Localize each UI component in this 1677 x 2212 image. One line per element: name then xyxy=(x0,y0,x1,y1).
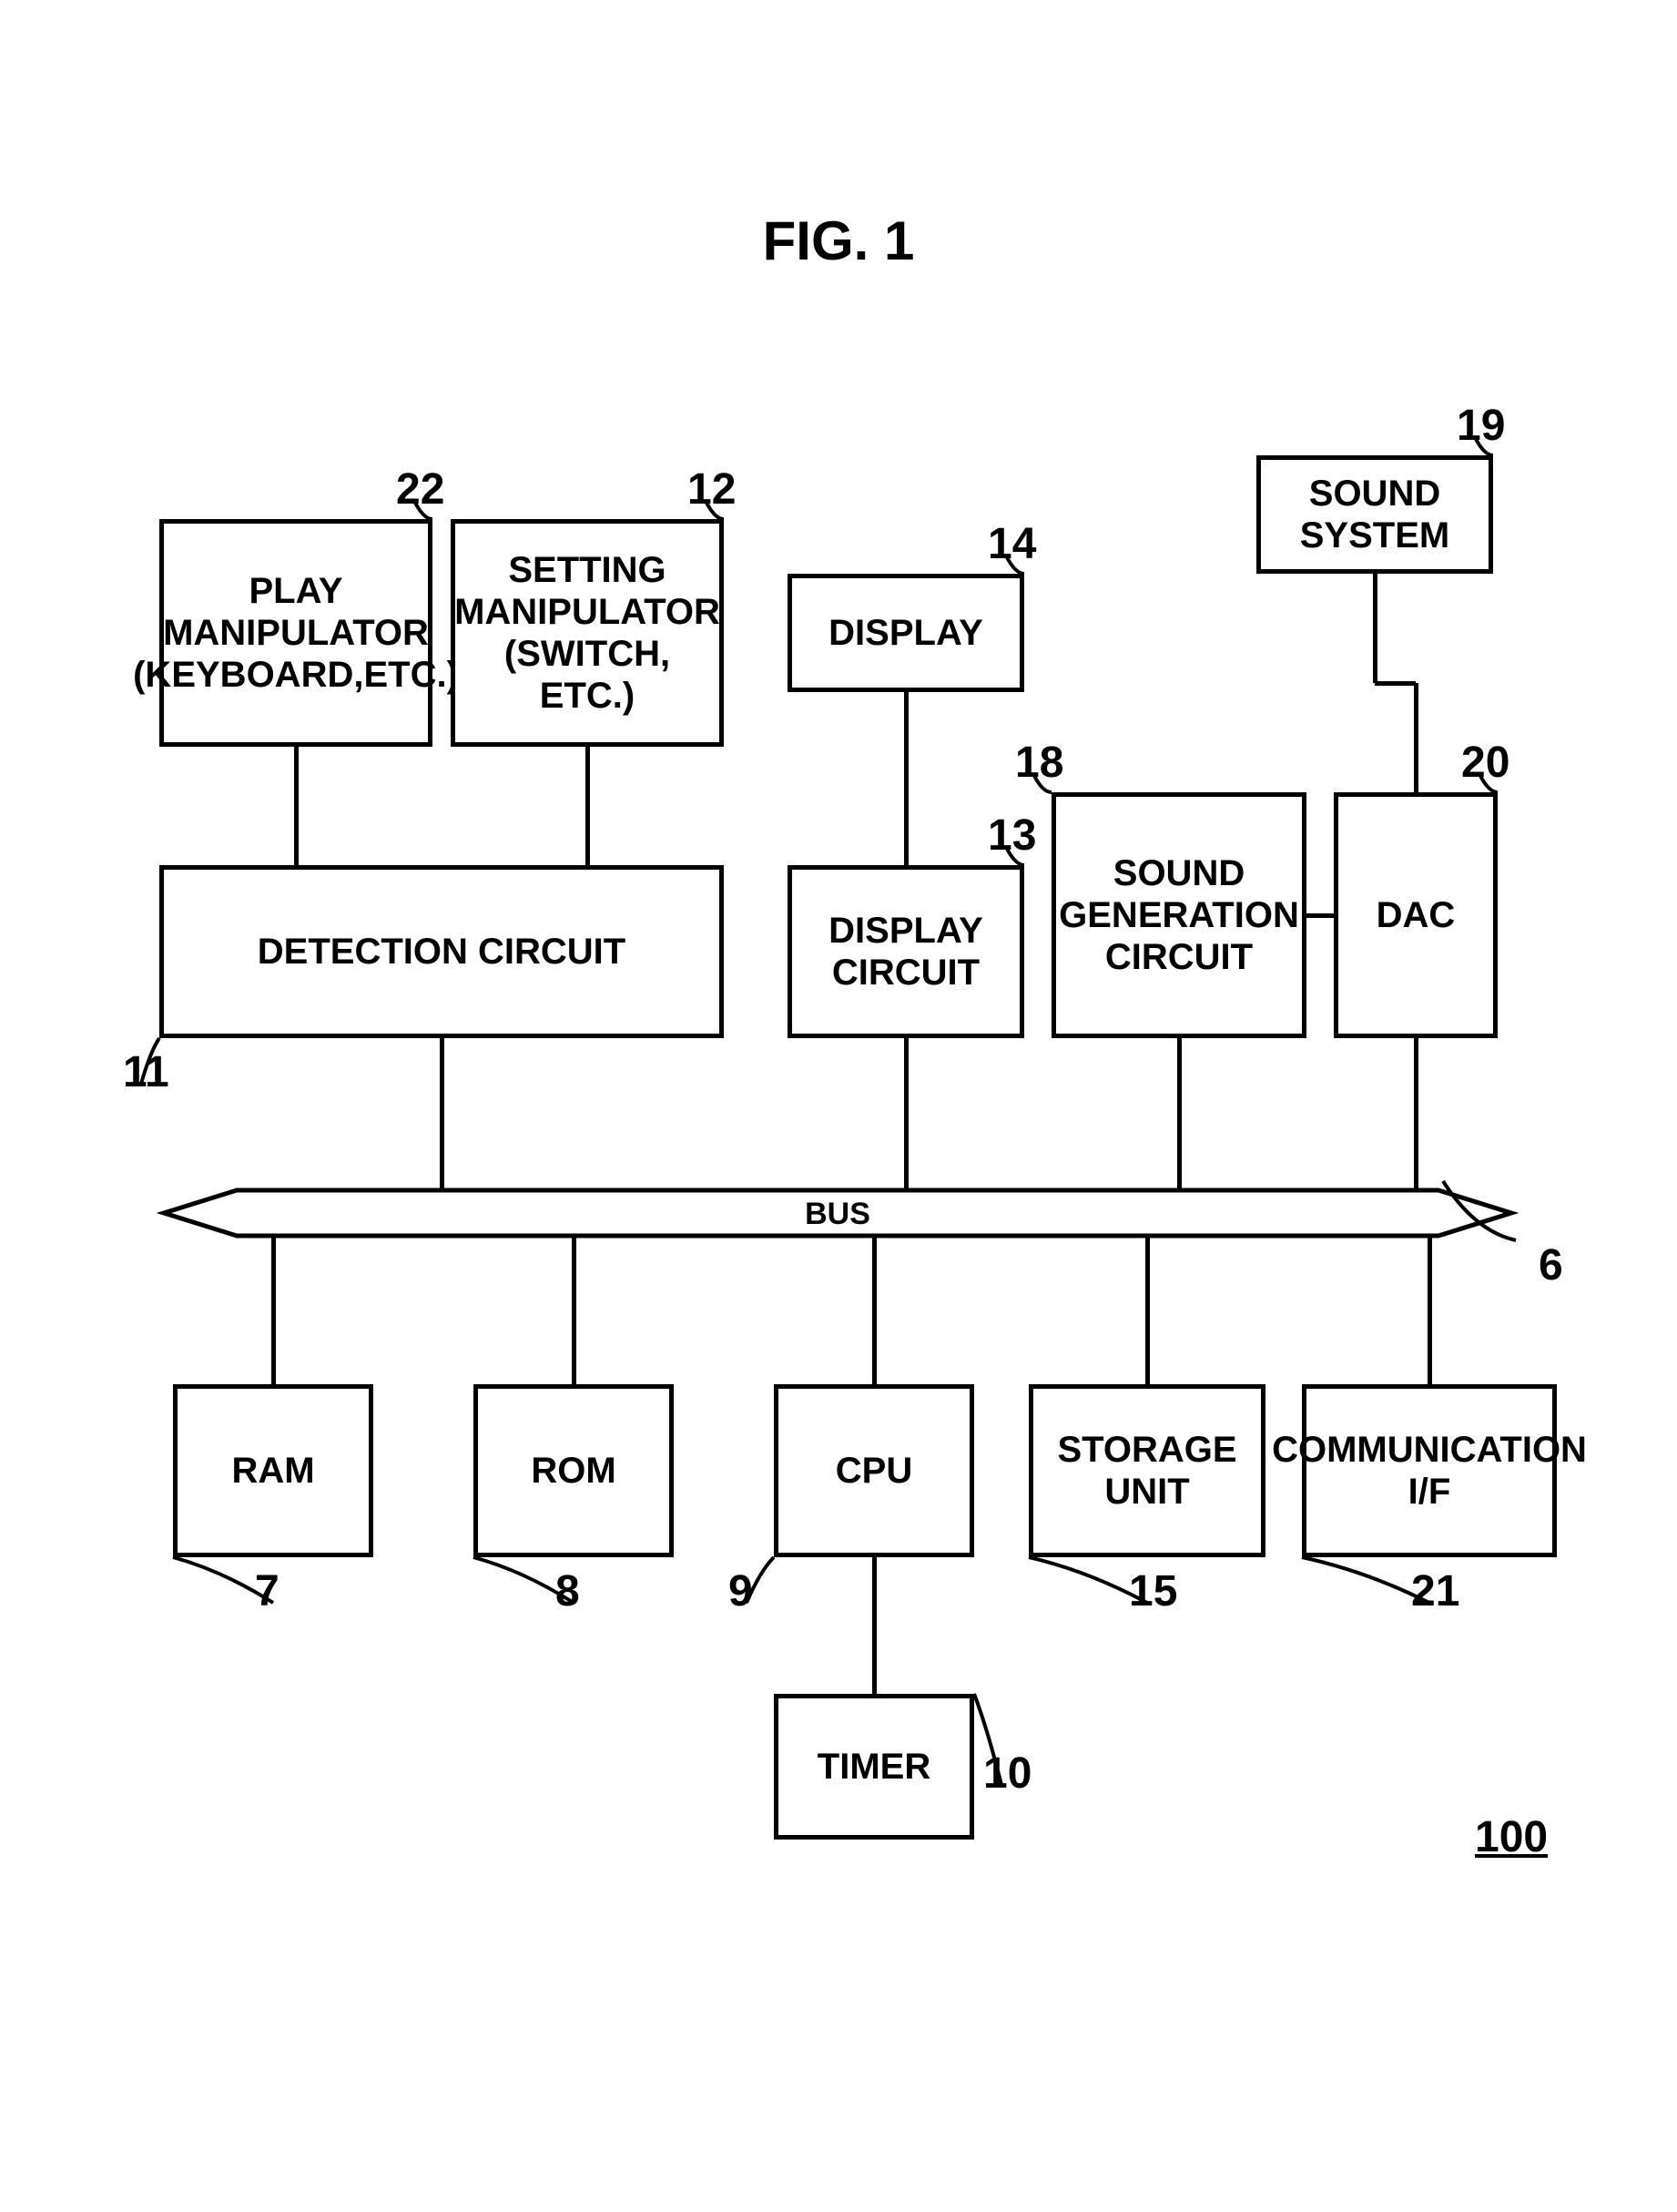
block-comm-line: I/F xyxy=(1408,1471,1451,1513)
block-sgen: SOUNDGENERATIONCIRCUIT xyxy=(1052,792,1306,1038)
block-rom-line: ROM xyxy=(531,1450,615,1492)
block-setting-line: (SWITCH, ETC.) xyxy=(455,633,719,717)
block-cpu: CPU xyxy=(774,1384,974,1557)
block-display-line: DISPLAY xyxy=(828,612,983,654)
block-sound-line: SYSTEM xyxy=(1300,515,1449,556)
block-play: PLAYMANIPULATOR(KEYBOARD,ETC.) xyxy=(159,519,432,747)
block-storage-line: UNIT xyxy=(1104,1471,1189,1513)
block-dispckt-line: CIRCUIT xyxy=(832,952,980,994)
block-setting-line: SETTING xyxy=(508,549,666,591)
block-detect-line: DETECTION CIRCUIT xyxy=(258,931,625,973)
block-play-line: MANIPULATOR xyxy=(163,612,429,654)
block-ram-line: RAM xyxy=(231,1450,314,1492)
block-play-line: PLAY xyxy=(249,570,342,612)
block-dispckt-line: DISPLAY xyxy=(828,910,983,952)
block-cpu-line: CPU xyxy=(836,1450,912,1492)
block-detect: DETECTION CIRCUIT xyxy=(159,865,724,1038)
block-comm: COMMUNICATIONI/F xyxy=(1302,1384,1557,1557)
block-dac-line: DAC xyxy=(1377,894,1456,936)
block-ram: RAM xyxy=(173,1384,373,1557)
block-play-line: (KEYBOARD,ETC.) xyxy=(133,654,459,696)
block-display: DISPLAY xyxy=(788,574,1024,692)
block-timer: TIMER xyxy=(774,1694,974,1840)
block-setting: SETTINGMANIPULATOR(SWITCH, ETC.) xyxy=(451,519,724,747)
block-dac: DAC xyxy=(1334,792,1498,1038)
block-sgen-line: CIRCUIT xyxy=(1105,936,1253,978)
block-sound-line: SOUND xyxy=(1309,473,1440,515)
block-sgen-line: SOUND xyxy=(1113,852,1245,894)
block-timer-line: TIMER xyxy=(818,1746,930,1788)
block-sound: SOUNDSYSTEM xyxy=(1256,455,1493,574)
block-dispckt: DISPLAYCIRCUIT xyxy=(788,865,1024,1038)
block-rom: ROM xyxy=(473,1384,674,1557)
block-setting-line: MANIPULATOR xyxy=(454,591,720,633)
block-comm-line: COMMUNICATION xyxy=(1272,1429,1587,1471)
block-storage-line: STORAGE xyxy=(1057,1429,1236,1471)
block-sgen-line: GENERATION xyxy=(1059,894,1299,936)
block-storage: STORAGEUNIT xyxy=(1029,1384,1265,1557)
